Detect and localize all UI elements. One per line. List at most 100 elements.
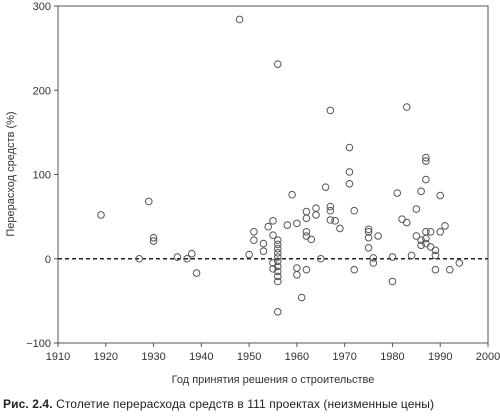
- x-tick-label: 1930: [141, 351, 165, 363]
- y-axis: −100 0 100 200 300: [26, 1, 58, 350]
- data-point: [364, 227, 373, 236]
- data-point: [135, 254, 144, 263]
- data-point: [431, 265, 440, 274]
- data-point: [350, 206, 359, 215]
- data-point: [283, 221, 292, 229]
- data-point: [273, 253, 282, 261]
- data-point: [235, 15, 244, 24]
- x-tick-label: 2000: [476, 351, 500, 363]
- data-point: [302, 227, 311, 236]
- data-point: [412, 205, 421, 213]
- figure-caption-text: Столетие перерасхода средств в 111 проек…: [56, 397, 435, 411]
- data-point: [441, 222, 449, 230]
- data-point: [422, 234, 430, 243]
- data-point: [259, 247, 268, 255]
- data-point: [422, 175, 430, 184]
- data-point: [293, 219, 301, 228]
- data-point: [250, 227, 258, 236]
- data-point: [273, 240, 282, 249]
- data-point: [326, 206, 335, 215]
- data-point: [431, 251, 440, 260]
- data-point: [273, 244, 282, 253]
- x-axis: 1910 1920 1930 1940 1950 1960 1970 1980 1990 2000: [46, 343, 500, 363]
- x-axis-label: Год принятия решения о строительстве: [172, 374, 375, 386]
- x-tick-label: 1950: [237, 351, 261, 363]
- data-point: [445, 265, 454, 274]
- x-tick-label: 1980: [380, 351, 404, 363]
- x-tick-label: 1960: [285, 351, 309, 363]
- data-point: [273, 267, 282, 276]
- figure-number: Рис. 2.4.: [3, 397, 53, 411]
- data-point: [436, 191, 445, 200]
- data-point: [293, 270, 301, 279]
- data-point: [288, 190, 296, 199]
- data-point: [173, 253, 182, 261]
- data-point: [422, 157, 430, 165]
- y-tick-label: 0: [45, 254, 51, 266]
- x-tick-label: 1990: [428, 351, 452, 363]
- data-point: [436, 227, 445, 236]
- data-point: [273, 308, 282, 316]
- data-point: [144, 197, 153, 206]
- data-point: [369, 259, 378, 267]
- data-point: [407, 251, 416, 260]
- data-point: [422, 153, 430, 162]
- data-point: [426, 243, 435, 251]
- data-point: [402, 218, 411, 227]
- data-point: [388, 277, 397, 286]
- data-point: [417, 241, 425, 250]
- data-point: [273, 272, 282, 281]
- data-point: [417, 187, 425, 196]
- data-point: [293, 264, 301, 272]
- data-point: [269, 217, 277, 225]
- plot-frame: [57, 5, 489, 344]
- data-point: [374, 232, 382, 240]
- data-point: [149, 237, 158, 245]
- data-point: [273, 60, 282, 68]
- data-point: [364, 225, 373, 234]
- data-point: [302, 207, 311, 216]
- data-point: [302, 214, 311, 223]
- data-point: [345, 168, 354, 176]
- y-axis-label: Перерасход средств (%): [5, 111, 17, 236]
- data-point: [345, 179, 354, 188]
- data-point: [316, 254, 325, 263]
- data-point: [192, 269, 201, 277]
- data-point: [336, 224, 344, 233]
- data-point: [326, 106, 335, 115]
- data-point: [388, 253, 397, 261]
- x-tick-label: 1910: [46, 351, 70, 363]
- data-point: [364, 233, 373, 242]
- data-point: [302, 232, 311, 240]
- x-tick-label: 1940: [189, 351, 213, 363]
- data-point: [297, 293, 306, 302]
- data-point: [302, 265, 311, 274]
- figure-caption: Рис. 2.4. Столетие перерасхода средств в…: [3, 397, 434, 411]
- data-point: [326, 216, 335, 224]
- data-point: [412, 232, 421, 240]
- y-tick-label: 300: [33, 1, 51, 13]
- data-point: [259, 239, 268, 248]
- data-point: [326, 202, 335, 211]
- data-point: [426, 227, 435, 236]
- data-point: [273, 257, 282, 266]
- x-tick-label: 1920: [94, 351, 118, 363]
- data-point: [183, 254, 191, 263]
- y-tick-label: −100: [26, 338, 51, 350]
- data-point: [364, 243, 373, 252]
- data-point: [312, 211, 320, 219]
- data-point: [331, 217, 339, 225]
- data-point: [97, 211, 105, 219]
- data-point: [369, 254, 378, 262]
- data-point: [273, 249, 282, 257]
- data-point: [345, 143, 354, 152]
- data-point: [187, 249, 196, 258]
- data-point: [269, 231, 277, 239]
- data-point: [393, 189, 402, 197]
- data-point: [273, 262, 282, 271]
- data-point: [245, 250, 253, 259]
- x-tick-label: 1970: [332, 351, 356, 363]
- data-point: [264, 222, 273, 231]
- data-point: [402, 103, 411, 111]
